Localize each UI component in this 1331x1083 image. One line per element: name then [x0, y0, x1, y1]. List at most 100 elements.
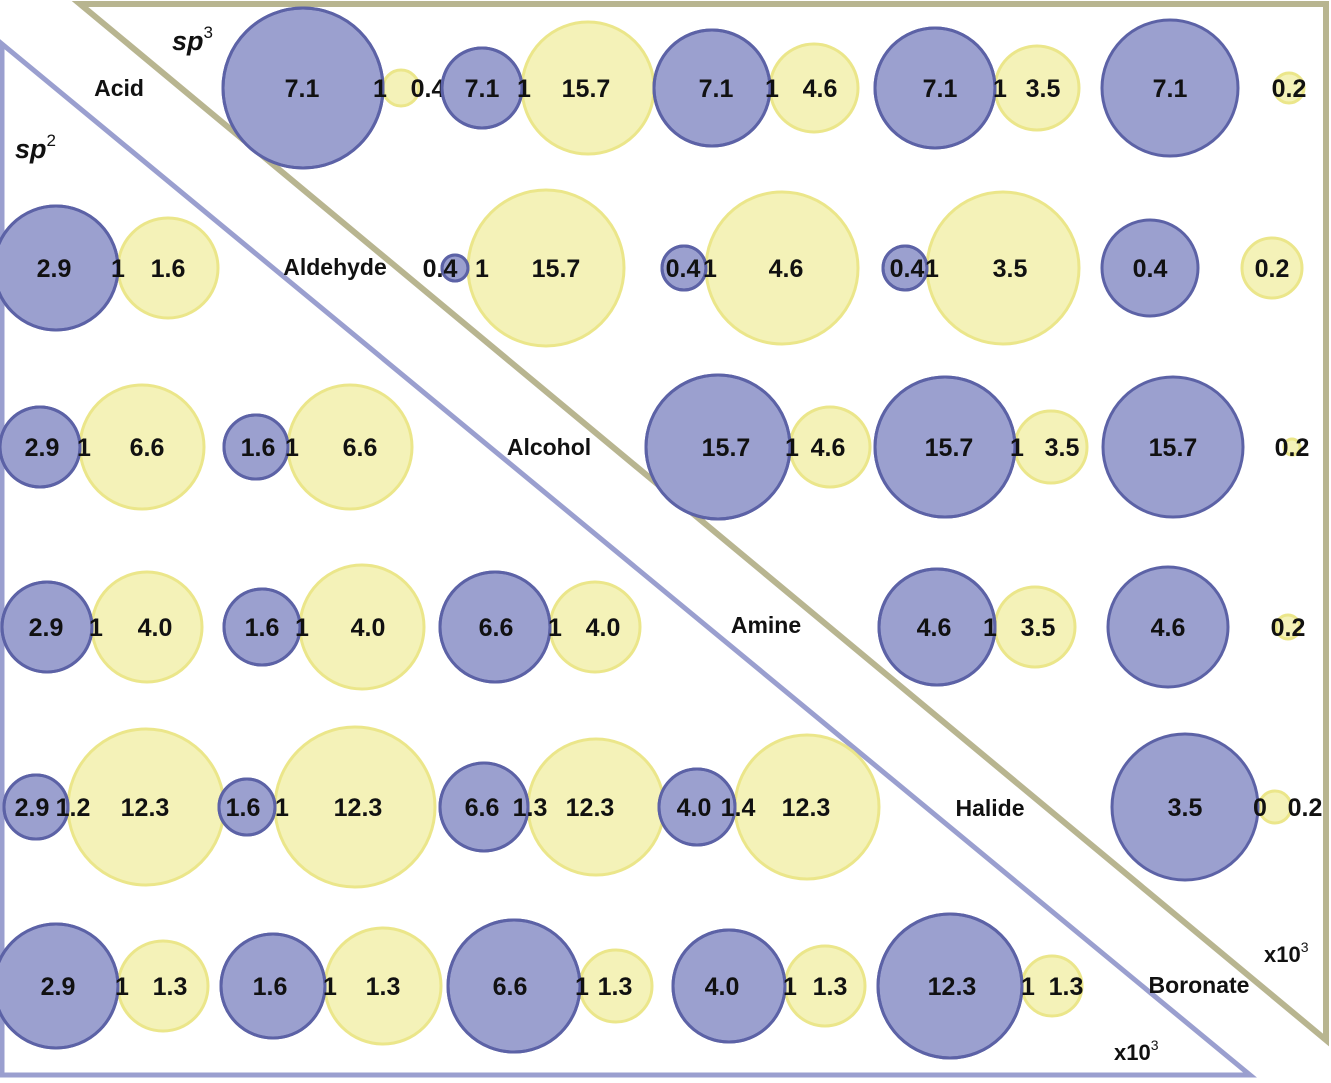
blue-set-outline: [222, 587, 302, 667]
blue-set-outline: [671, 928, 787, 1044]
yellow-set-value: 1.3: [153, 973, 188, 1001]
blue-set-outline: [877, 567, 997, 687]
blue-set-circle: [1106, 565, 1230, 689]
venn-pair: 3.5 0 0.2: [1110, 732, 1322, 882]
blue-set-outline: [446, 918, 582, 1054]
yellow-set-value: 6.6: [130, 434, 165, 462]
overlap-value: 1: [925, 255, 939, 283]
yellow-set-value: 12.3: [566, 794, 615, 822]
overlap-value: 1: [111, 255, 125, 283]
blue-set-outline: [652, 28, 772, 148]
blue-set-value: 0.4: [666, 255, 701, 283]
overlap-value: 1: [77, 434, 91, 462]
overlap-value: 1: [475, 255, 489, 283]
sp2-region-label: sp2: [15, 131, 56, 164]
blue-set-value: 6.6: [465, 794, 500, 822]
yellow-set-value: 3.5: [1026, 75, 1061, 103]
overlap-value: 1: [785, 434, 799, 462]
venn-pair: 4.6 1 3.5: [877, 567, 1077, 687]
venn-pair: 6.6 1 4.0: [438, 570, 642, 684]
yellow-set-value: 15.7: [532, 255, 581, 283]
overlap-value: 1: [1010, 434, 1024, 462]
venn-pair: 2.9 1.2 12.3: [2, 727, 226, 887]
overlap-value: 1.2: [56, 794, 91, 822]
yellow-set-value: 6.6: [343, 434, 378, 462]
blue-set-outline: [644, 373, 792, 521]
yellow-set-circle: [1240, 236, 1304, 300]
overlap-value: 1: [1021, 973, 1035, 1001]
blue-set-value: 7.1: [699, 75, 734, 103]
yellow-set-value: 1.3: [1049, 973, 1084, 1001]
blue-set-outline: [217, 777, 277, 837]
blue-set-value: 12.3: [928, 973, 977, 1001]
overlap-value: 0: [1253, 794, 1267, 822]
venn-pair: 0.4 1 15.7: [423, 188, 626, 348]
yellow-set-value: 12.3: [334, 794, 383, 822]
venn-pair: 4.0 1 1.3: [671, 928, 867, 1044]
blue-set-value: 2.9: [15, 794, 50, 822]
blue-set-outline: [873, 375, 1017, 519]
overlap-value: 1: [323, 973, 337, 1001]
overlap-value: 1: [285, 434, 299, 462]
blue-set-value: 2.9: [41, 973, 76, 1001]
venn-pair: 15.7 1 4.6: [644, 373, 872, 521]
blue-set-value: 4.0: [705, 973, 740, 1001]
venn-pair: 4.6 0.2: [1106, 565, 1305, 689]
diagonal-label-aldehyde: Aldehyde: [283, 254, 387, 280]
blue-set-outline: [660, 244, 708, 292]
yellow-set-value: 0.2: [1272, 75, 1307, 103]
blue-set-outline: [440, 253, 470, 283]
overlap-value: 1: [295, 614, 309, 642]
venn-pair: 0.4 0.2: [1100, 218, 1304, 318]
blue-set-value: 2.9: [25, 434, 60, 462]
blue-set-value: 1.6: [253, 973, 288, 1001]
blue-set-value: 4.0: [677, 794, 712, 822]
yellow-set-value: 1.3: [813, 973, 848, 1001]
blue-set-value: 0.4: [890, 255, 925, 283]
yellow-set-value: 12.3: [782, 794, 831, 822]
yellow-set-value: 0.2: [1255, 255, 1290, 283]
blue-set-value: 2.9: [29, 614, 64, 642]
venn-pair: 2.9 1 6.6: [0, 383, 206, 511]
blue-set-value: 0.4: [1133, 255, 1168, 283]
overlap-value: 1: [765, 75, 779, 103]
yellow-set-value: 3.5: [1045, 434, 1080, 462]
blue-set-outline: [0, 922, 120, 1050]
blue-set-outline: [881, 244, 929, 292]
venn-pair: 12.3 1 1.3: [876, 912, 1084, 1060]
yellow-set-circle: [1272, 71, 1306, 105]
sp3-region-label: sp3: [172, 23, 213, 56]
blue-set-value: 15.7: [702, 434, 751, 462]
diagonal-label-acid: Acid: [94, 75, 144, 101]
venn-pair: 7.1 1 4.6: [652, 28, 860, 148]
blue-set-value: 7.1: [285, 75, 320, 103]
blue-set-value: 1.6: [245, 614, 280, 642]
blue-set-value: 2.9: [37, 255, 72, 283]
yellow-set-value: 3.5: [1021, 614, 1056, 642]
blue-set-value: 0.4: [423, 255, 458, 283]
blue-set-value: 15.7: [1149, 434, 1198, 462]
diagonal-label-alcohol: Alcohol: [507, 434, 591, 460]
blue-set-value: 4.6: [1151, 614, 1186, 642]
yellow-set-value: 4.0: [138, 614, 173, 642]
blue-set-value: 1.6: [241, 434, 276, 462]
sp3-scale-unit: x103: [1264, 939, 1309, 967]
yellow-set-value: 15.7: [562, 75, 611, 103]
blue-set-value: 7.1: [923, 75, 958, 103]
overlap-value: 1: [575, 973, 589, 1001]
sp3-region-frame: [71, 1, 1329, 1047]
venn-pair: 1.6 1 1.3: [219, 926, 443, 1046]
blue-set-outline: [876, 912, 1024, 1060]
overlap-value: 1.3: [513, 794, 548, 822]
blue-set-outline: [0, 405, 82, 489]
yellow-set-value: 4.0: [586, 614, 621, 642]
venn-pair: 0.4 1 3.5: [881, 190, 1081, 346]
blue-set-outline: [0, 204, 120, 332]
venn-pairs: 7.1 1 0.4 7.1 1 15.7 7.1 1 4.6 7.1 1 3.5 7.1 0.20.4 1 1…: [0, 6, 1322, 1060]
yellow-set-value: 4.6: [803, 75, 838, 103]
blue-set-circle: [1100, 18, 1240, 158]
blue-set-circle: [1101, 375, 1245, 519]
yellow-set-value: 1.6: [151, 255, 186, 283]
blue-set-value: 1.6: [226, 794, 261, 822]
venn-pair: 1.6 1 12.3: [217, 725, 437, 889]
